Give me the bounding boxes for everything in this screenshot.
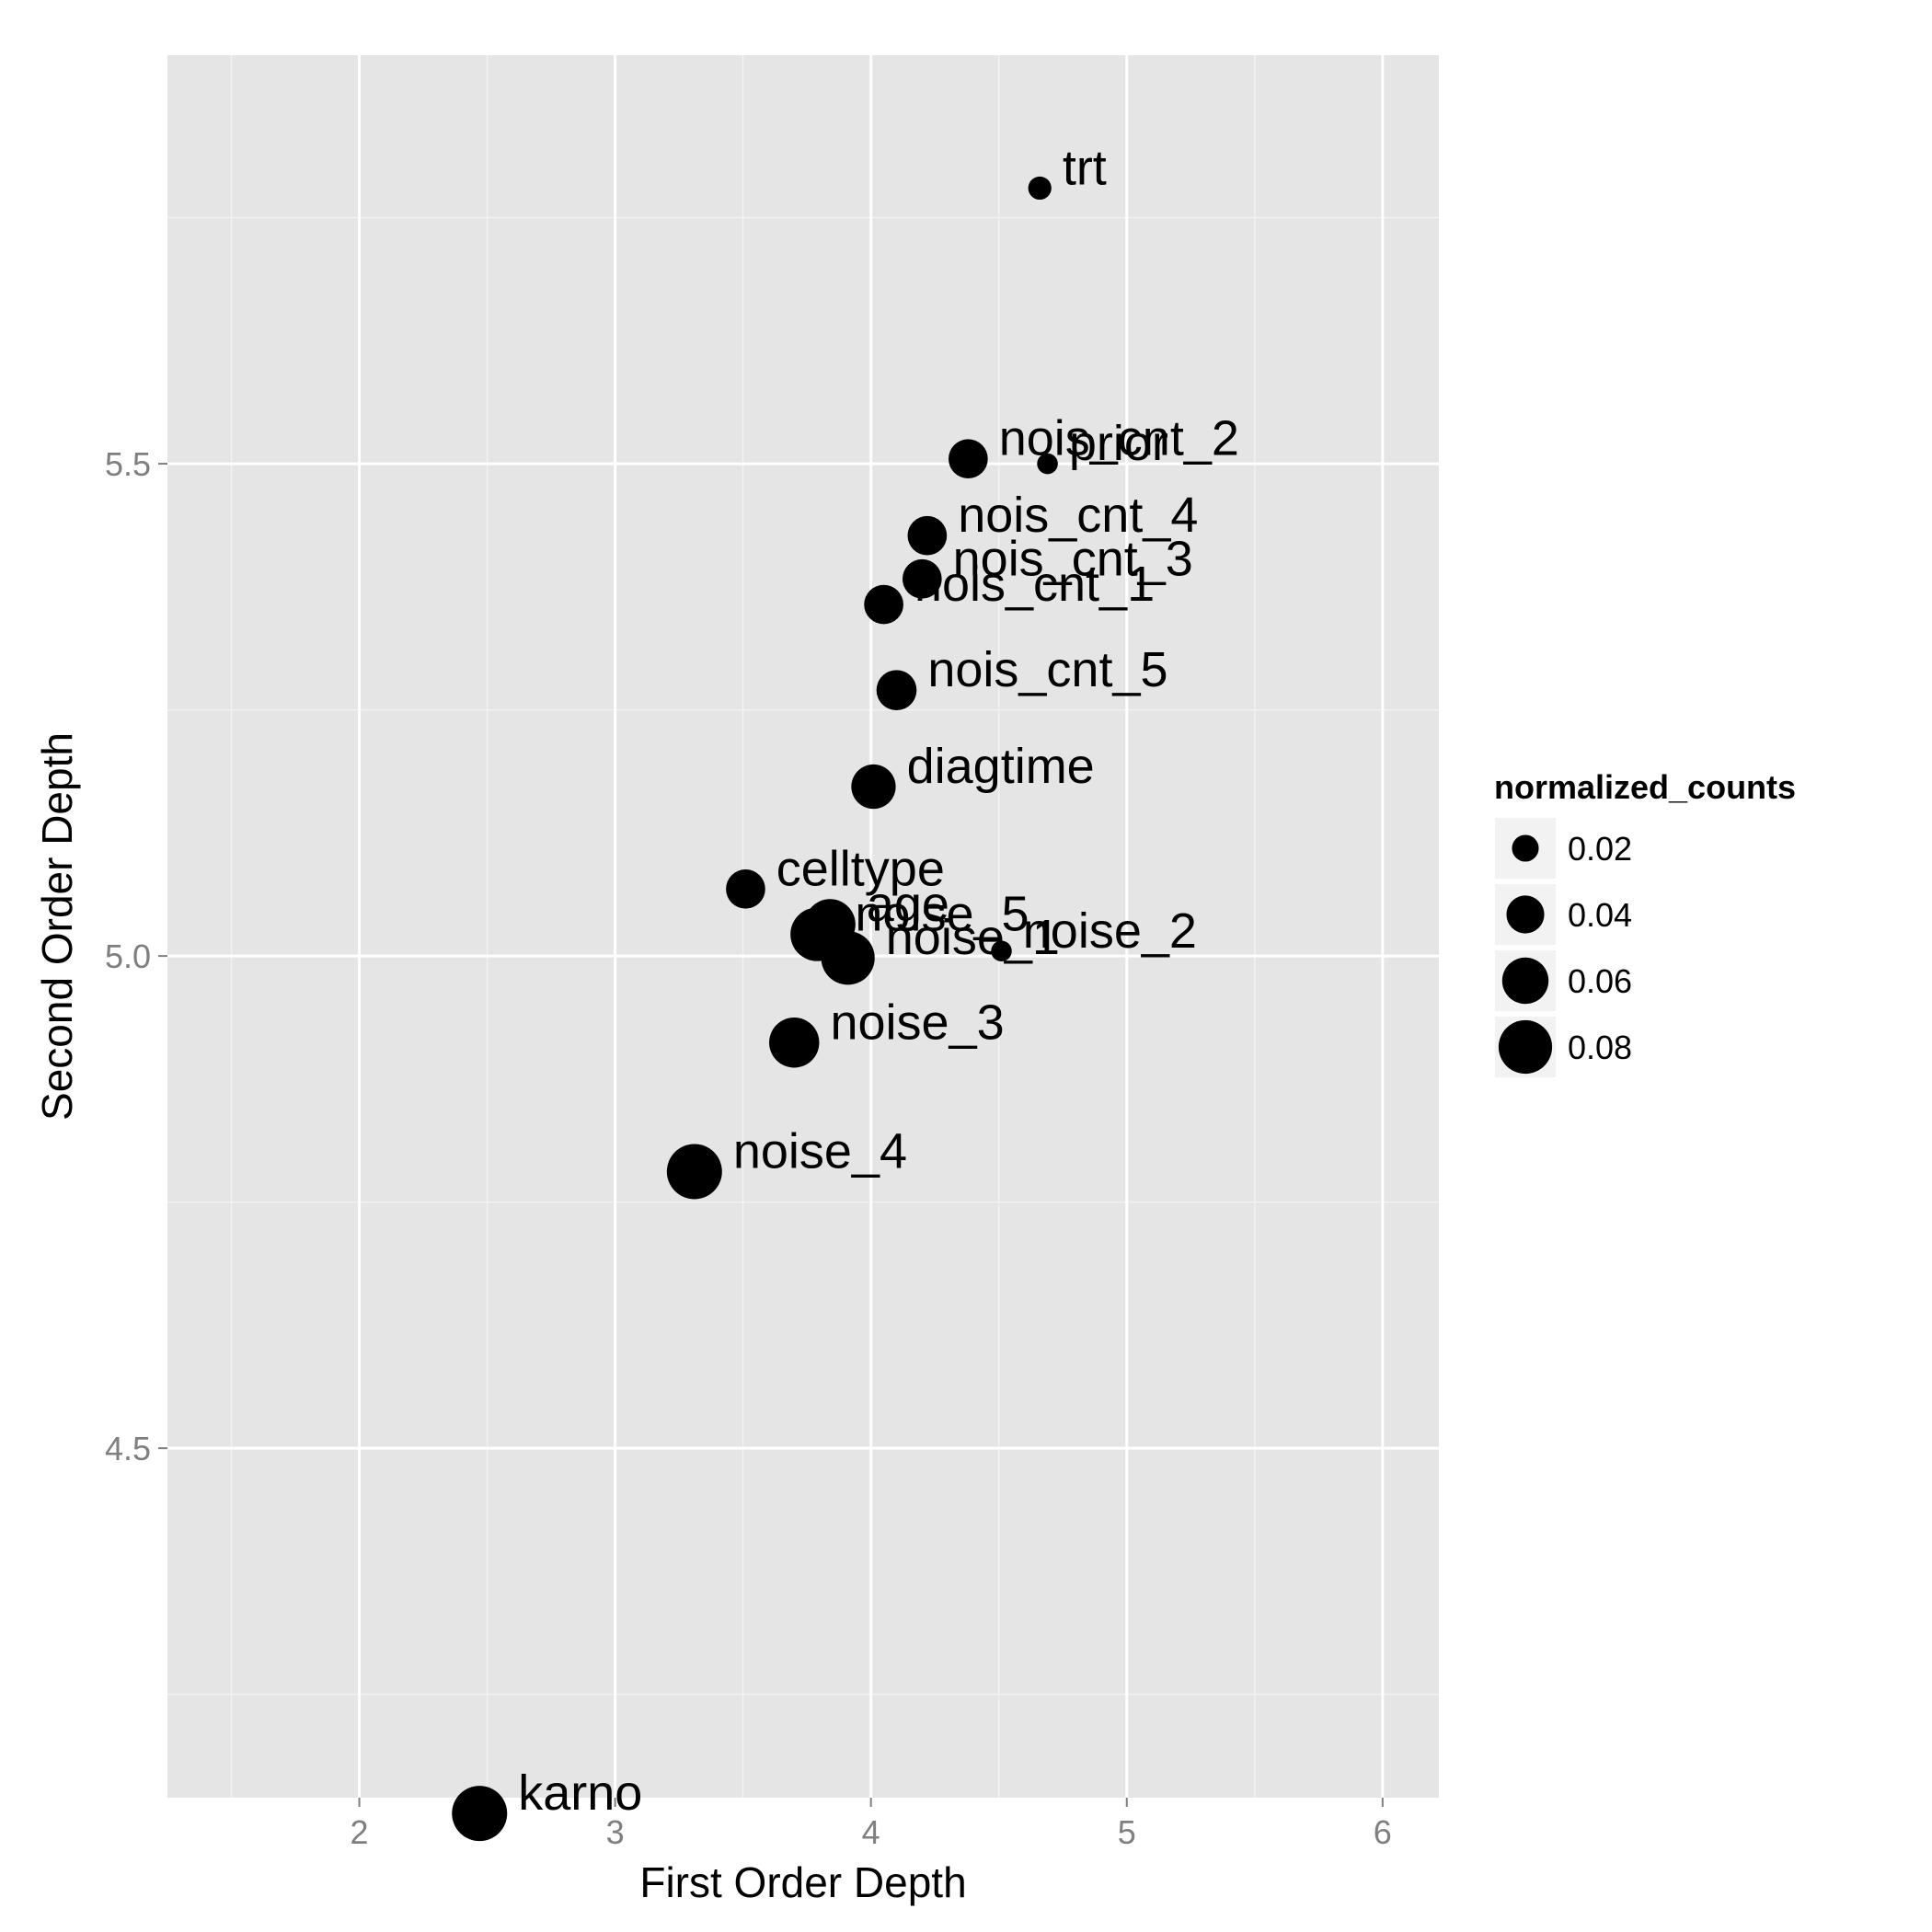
point-label-noise_1: noise_1 <box>886 910 1060 965</box>
data-point-nois_cnt_5 <box>876 670 917 711</box>
y-axis-ticks: 4.5 5.0 5.5 <box>105 445 167 1467</box>
data-point-trt <box>1028 176 1052 201</box>
point-label-prior: prior <box>1069 416 1168 471</box>
data-points <box>452 176 1058 1842</box>
legend-label: 0.02 <box>1568 830 1632 868</box>
point-label-nois_cnt_2: nois_cnt_2 <box>999 411 1239 466</box>
legend-title: normalized_counts <box>1494 768 1796 806</box>
data-point-nois_cnt_3 <box>902 558 942 599</box>
major-grid <box>167 55 1439 1798</box>
x-tick-label: 4 <box>862 1813 880 1851</box>
data-point-karno <box>452 1786 508 1842</box>
data-point-nois_cnt_4 <box>907 515 948 556</box>
point-label-nois_cnt_1: nois_cnt_1 <box>914 557 1155 612</box>
point-label-diagtime: diagtime <box>907 739 1095 794</box>
data-point-noise_1 <box>821 931 875 985</box>
legend-key-symbol <box>1512 834 1539 862</box>
point-label-age: age <box>867 877 949 932</box>
point-label-trt: trt <box>1063 140 1107 195</box>
x-tick-label: 2 <box>351 1813 369 1851</box>
legend-label: 0.08 <box>1568 1029 1632 1066</box>
data-point-noise_4 <box>666 1144 722 1200</box>
data-point-noise_2 <box>991 940 1012 962</box>
legend-key-symbol <box>1506 895 1545 934</box>
y-axis-title: Second Order Depth <box>33 732 81 1121</box>
x-tick-label: 3 <box>606 1813 625 1851</box>
legend-label: 0.04 <box>1568 896 1632 934</box>
data-point-diagtime <box>851 764 896 810</box>
x-tick-label: 6 <box>1374 1813 1392 1851</box>
point-label-karno: karno <box>518 1765 642 1821</box>
y-tick-label: 5.5 <box>105 445 151 483</box>
legend: normalized_counts 0.02 0.04 0.06 0.08 <box>1493 768 1796 1079</box>
y-tick-label: 5.0 <box>105 937 151 975</box>
data-point-prior <box>1037 453 1058 475</box>
data-point-nois_cnt_1 <box>864 584 903 625</box>
point-label-nois_cnt_4: nois_cnt_4 <box>958 488 1198 543</box>
data-point-celltype <box>726 869 765 909</box>
data-point-nois_cnt_2 <box>949 439 988 479</box>
x-axis-ticks: 2 3 4 5 6 <box>351 1798 1392 1851</box>
point-label-noise_4: noise_4 <box>733 1123 907 1179</box>
point-label-noise_3: noise_3 <box>830 995 1004 1050</box>
point-label-nois_cnt_5: nois_cnt_5 <box>927 642 1167 697</box>
point-label-noise_5: noise_5 <box>855 887 1029 942</box>
point-label-celltype: celltype <box>776 841 945 896</box>
x-axis-title: First Order Depth <box>639 1858 966 1906</box>
point-label-nois_cnt_3: nois_cnt_3 <box>953 531 1193 586</box>
point-labels: trtpriornois_cnt_2nois_cnt_4nois_cnt_3no… <box>518 140 1239 1821</box>
minor-grid <box>167 55 1439 1798</box>
legend-key-symbol <box>1501 957 1549 1005</box>
data-point-noise_3 <box>769 1018 820 1068</box>
x-tick-label: 5 <box>1118 1813 1136 1851</box>
point-label-noise_2: noise_2 <box>1023 903 1197 959</box>
legend-label: 0.06 <box>1568 962 1632 1000</box>
y-tick-label: 4.5 <box>105 1430 151 1467</box>
legend-key-symbol <box>1498 1019 1553 1075</box>
